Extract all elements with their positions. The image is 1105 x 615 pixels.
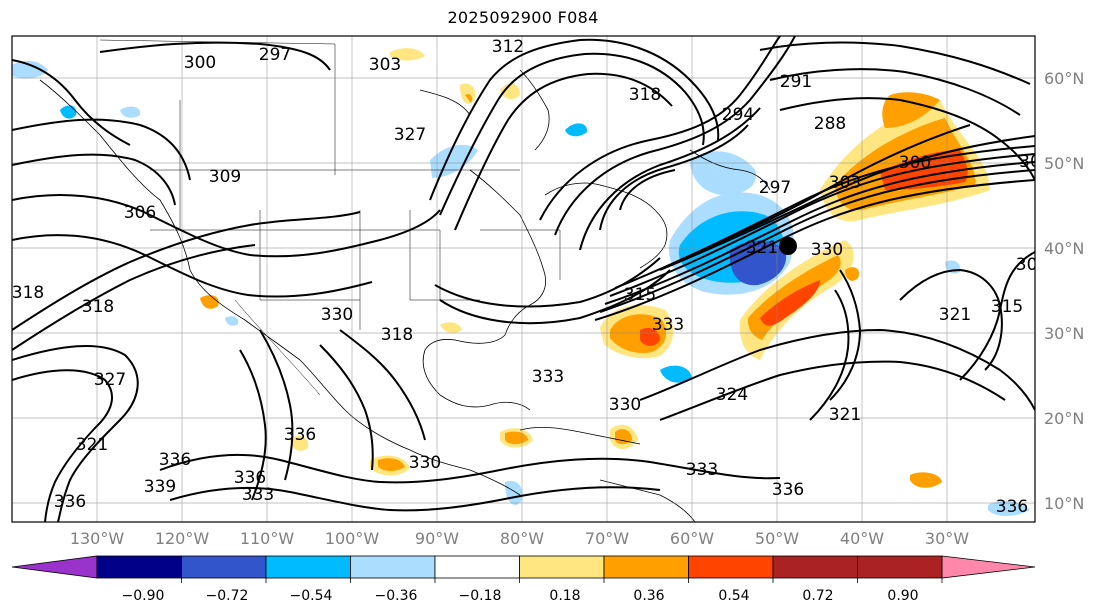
contour-label: 336 [996, 497, 1028, 517]
colorbar-labels: −0.90 −0.72 −0.54 −0.36 −0.18 0.18 0.36 … [122, 588, 919, 604]
contour-label: 327 [394, 125, 426, 145]
map-title: 2025092900 F084 [447, 8, 599, 27]
contour-label: 294 [722, 105, 754, 125]
colorbar-label: 0.72 [802, 588, 833, 604]
contour-labels: 297 300 303 312 318 294 291 288 300 303 … [12, 37, 1048, 517]
lon-label-130w: 130°W [70, 529, 125, 548]
lon-label-60w: 60°W [670, 529, 714, 548]
contour-label: 291 [780, 72, 812, 92]
lon-label-120w: 120°W [155, 529, 210, 548]
colorbar-label: 0.36 [633, 588, 664, 604]
contour-label: 333 [686, 460, 718, 480]
contour-label: 297 [759, 178, 791, 198]
contour-label: 330 [811, 240, 843, 260]
colorbar-ticks [181, 578, 943, 583]
lon-label-90w: 90°W [415, 529, 459, 548]
colorbar-segment [772, 555, 858, 579]
contour-label: 300 [899, 153, 931, 173]
colorbar-label: −0.54 [290, 588, 333, 604]
lon-label-30w: 30°W [925, 529, 969, 548]
colorbar-segment [96, 555, 182, 579]
contour-label: 30 [1019, 152, 1041, 172]
contour-label: 336 [234, 468, 266, 488]
contour-label: 318 [629, 85, 661, 105]
lat-label-30n: 30°N [1044, 324, 1084, 343]
latitude-labels: 60°N 50°N 40°N 30°N 20°N 10°N [1044, 69, 1084, 513]
contour-label: 318 [12, 283, 44, 303]
colorbar [11, 555, 1036, 579]
contour-lines [12, 36, 1035, 522]
contour-label: 324 [716, 385, 748, 405]
low-center-marker [779, 237, 797, 255]
contour-label: 300 [1016, 255, 1048, 275]
contour-label: 321 [939, 305, 971, 325]
colorbar-segment [265, 555, 351, 579]
lon-label-40w: 40°W [840, 529, 884, 548]
contour-label: 288 [814, 114, 846, 134]
contour-label: 330 [321, 305, 353, 325]
contour-label: 333 [652, 315, 684, 335]
contour-label: 306 [124, 203, 156, 223]
map-frame [11, 35, 1036, 523]
contour-label: 339 [144, 477, 176, 497]
colorbar-label: −0.72 [206, 588, 249, 604]
contour-label: 333 [532, 367, 564, 387]
political-borders [99, 39, 561, 396]
lon-label-110w: 110°W [240, 529, 295, 548]
colorbar-segment-dark-red [857, 555, 943, 579]
contour-label: 330 [609, 395, 641, 415]
contour-label: 333 [242, 485, 274, 505]
contour-label: 321 [746, 238, 778, 258]
lon-label-70w: 70°W [585, 529, 629, 548]
contour-label: 309 [209, 167, 241, 187]
colorbar-label: −0.18 [459, 588, 502, 604]
lat-label-20n: 20°N [1044, 409, 1084, 428]
lon-label-80w: 80°W [500, 529, 544, 548]
colorbar-label: −0.90 [122, 588, 165, 604]
lat-label-60n: 60°N [1044, 69, 1084, 88]
colorbar-segment [603, 555, 689, 579]
contour-label: 336 [54, 492, 86, 512]
contour-label: 297 [259, 45, 291, 65]
map-panel: 297 300 303 312 318 294 291 288 300 303 … [12, 36, 1048, 522]
colorbar-label: 0.90 [887, 588, 918, 604]
colorbar-segment [350, 555, 436, 579]
contour-label: 321 [76, 435, 108, 455]
colorbar-label: 0.18 [549, 588, 580, 604]
contour-label: 336 [159, 450, 191, 470]
colorbar-label: 0.54 [718, 588, 749, 604]
contour-label: 300 [184, 53, 216, 73]
colorbar-fills-fix [857, 555, 943, 579]
contour-label: 321 [829, 405, 861, 425]
contour-label: 303 [829, 173, 861, 193]
contour-label: 330 [409, 453, 441, 473]
lon-label-50w: 50°W [755, 529, 799, 548]
colorbar-segment [941, 555, 1036, 579]
contour-label: 315 [624, 285, 656, 305]
lat-label-50n: 50°N [1044, 154, 1084, 173]
contour-label: 315 [991, 297, 1023, 317]
colorbar-segment [11, 555, 98, 579]
colorbar-segment [519, 555, 605, 579]
colorbar-segment [688, 555, 774, 579]
colorbar-segment [434, 555, 520, 579]
contour-label: 336 [772, 480, 804, 500]
contour-label: 336 [284, 425, 316, 445]
colorbar-label: −0.36 [375, 588, 418, 604]
contour-label: 327 [94, 370, 126, 390]
contour-label: 318 [381, 325, 413, 345]
lon-label-100w: 100°W [325, 529, 380, 548]
colorbar-segment [181, 555, 267, 579]
contour-label: 318 [82, 297, 114, 317]
gridlines [12, 36, 1035, 522]
longitude-labels: 130°W 120°W 110°W 100°W 90°W 80°W 70°W 6… [70, 529, 969, 548]
contour-label: 303 [369, 55, 401, 75]
lat-label-10n: 10°N [1044, 494, 1084, 513]
contour-label: 312 [492, 37, 524, 57]
lat-label-40n: 40°N [1044, 239, 1084, 258]
